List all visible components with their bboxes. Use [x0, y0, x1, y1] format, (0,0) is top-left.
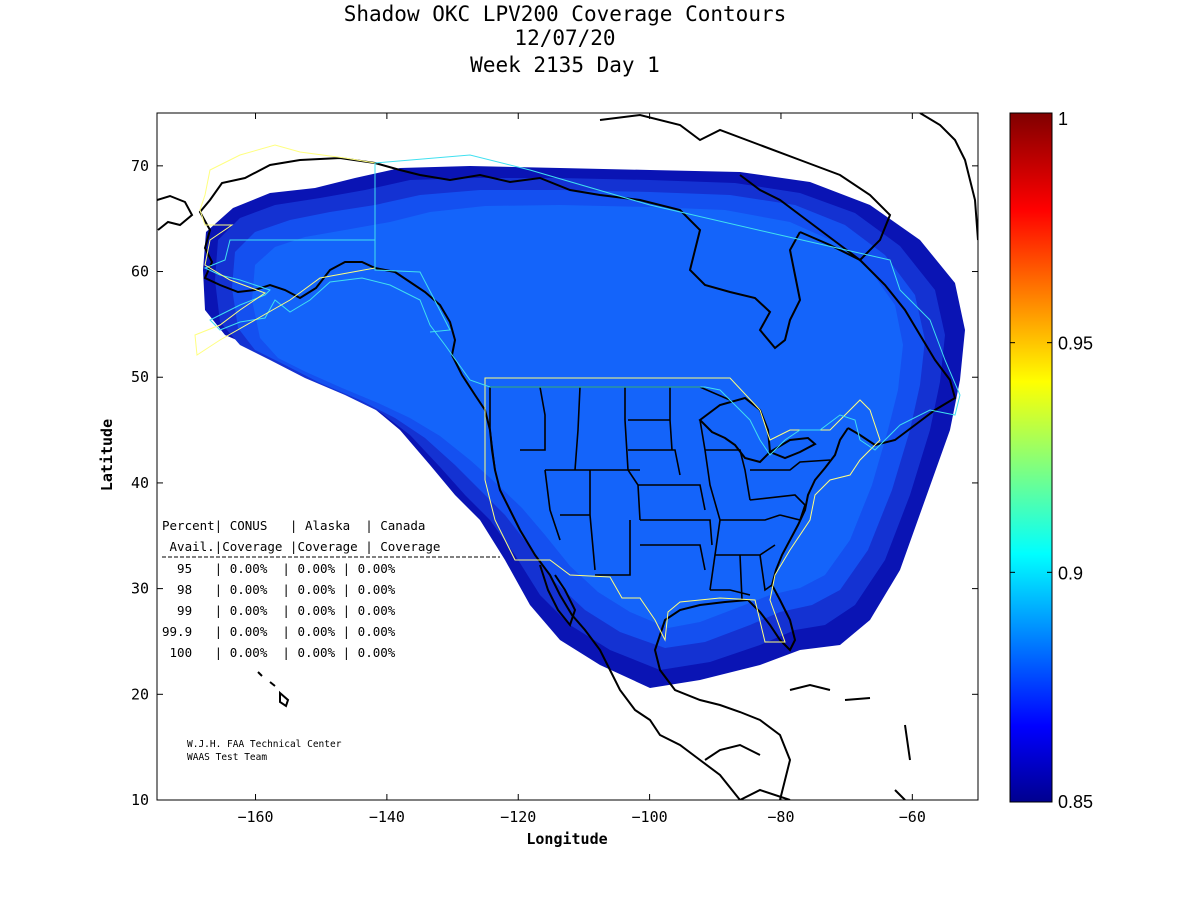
- table-row: 98 | 0.00% | 0.00% | 0.00%: [162, 582, 396, 597]
- table-header-2: Avail.|Coverage |Coverage | Coverage: [162, 539, 440, 554]
- service-area-conus-canada-outline: [484, 377, 881, 643]
- coverage-contour-core: [252, 205, 903, 628]
- coastline-alaska-panhandle: [374, 267, 457, 356]
- figure-date: 12/07/20: [514, 26, 615, 50]
- table-row: 95 | 0.00% | 0.00% | 0.00%: [162, 561, 396, 576]
- coastline-siberia: [157, 194, 194, 231]
- us-state-lines-central: [699, 419, 831, 601]
- coastline-gulf: [653, 599, 792, 800]
- y-tick-label: 30: [131, 580, 149, 598]
- coastline-baja: [539, 564, 577, 628]
- coastline-great-lakes: [698, 396, 772, 464]
- y-tick-label: 60: [131, 263, 149, 281]
- table-row: 100 | 0.00% | 0.00% | 0.00%: [162, 645, 396, 660]
- figure-title: Shadow OKC LPV200 Coverage Contours: [344, 2, 787, 26]
- coastline-arctic-islands: [599, 113, 892, 262]
- table-row: 99 | 0.00% | 0.00% | 0.00%: [162, 603, 396, 618]
- coastline-alaska: [198, 156, 376, 300]
- colorbar-tick-label: 0.9: [1058, 563, 1083, 583]
- colorbar-tick-label: 0.95: [1058, 334, 1093, 354]
- coastline-florida: [747, 584, 797, 652]
- colorbar-ticks: 1 0.95 0.9 0.85: [1010, 109, 1093, 812]
- coastline-greenland: [919, 113, 978, 241]
- table-row: 99.9 | 0.00% | 0.00% | 0.00%: [162, 624, 396, 639]
- colorbar-frame: [1009, 112, 1053, 803]
- y-tick-label: 40: [131, 474, 149, 492]
- coastline-canada-north: [374, 162, 802, 350]
- colorbar: 1 0.95 0.9 0.85: [1009, 109, 1093, 812]
- y-tick-label: 50: [131, 368, 149, 386]
- coastline-hawaii: [257, 671, 290, 708]
- map-plot-area: [157, 113, 978, 800]
- x-axis-ticks: −160 −140 −120 −100 −80 −60: [237, 113, 926, 826]
- x-tick-label: −120: [500, 808, 536, 826]
- figure-week: Week 2135 Day 1: [470, 53, 660, 77]
- x-tick-label: −160: [237, 808, 273, 826]
- y-tick-label: 70: [131, 157, 149, 175]
- x-tick-label: −140: [369, 808, 405, 826]
- coastline-caribbean: [789, 683, 911, 800]
- colorbar-tick-label: 1: [1058, 109, 1068, 129]
- y-axis-label: Latitude: [98, 419, 116, 491]
- x-tick-label: −60: [899, 808, 926, 826]
- service-area-alaska-canada-outline: [203, 154, 961, 456]
- x-tick-label: −80: [767, 808, 794, 826]
- service-area-alaska-cyan-box: [374, 163, 451, 333]
- y-tick-label: 10: [131, 791, 149, 809]
- y-tick-label: 20: [131, 685, 149, 703]
- x-axis-label: Longitude: [526, 830, 607, 848]
- coverage-table: Percent| CONUS | Alaska | Canada Avail.|…: [162, 518, 500, 660]
- credit-line-2: WAAS Test Team: [187, 752, 267, 763]
- colorbar-tick-label: 0.85: [1058, 792, 1093, 812]
- us-state-lines-west: [489, 386, 713, 576]
- credit-line-1: W.J.H. FAA Technical Center: [187, 739, 342, 750]
- map-frame: [156, 112, 979, 801]
- x-tick-label: −100: [632, 808, 668, 826]
- service-area-alaska-yellow: [194, 144, 376, 356]
- coastline-central-america: [704, 743, 791, 800]
- coastline-us-east: [771, 427, 849, 586]
- y-axis-ticks: 10 20 30 40 50 60 70: [131, 157, 978, 809]
- coastline-lake-erie: [767, 436, 817, 460]
- colorbar-gradient: [1010, 113, 1052, 802]
- table-header-1: Percent| CONUS | Alaska | Canada: [162, 518, 425, 533]
